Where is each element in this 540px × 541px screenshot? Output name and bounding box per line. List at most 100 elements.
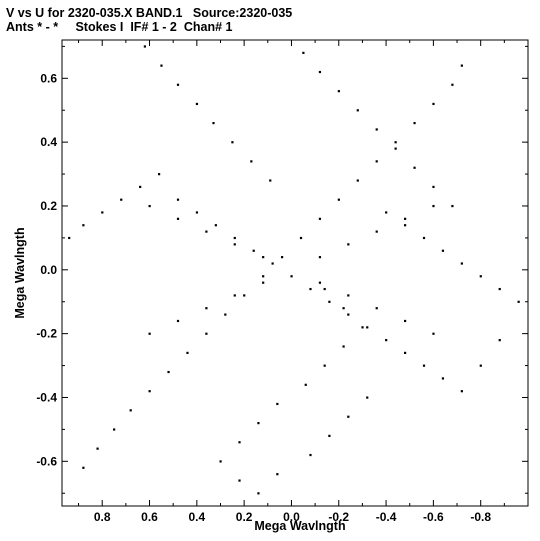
x-tick-label: 0.8 [94, 510, 111, 524]
uv-point [252, 249, 255, 252]
uv-point [375, 160, 378, 163]
uv-point [176, 83, 180, 86]
uv-point [195, 102, 199, 106]
uv-point [337, 90, 340, 93]
uv-point [318, 70, 322, 74]
uv-point [451, 83, 454, 86]
plot-title: V vs U for 2320-035.X BAND.1 Source:2320… [6, 6, 293, 20]
uv-point [167, 370, 170, 374]
uv-point [257, 492, 260, 495]
x-axis-title: Mega Wavlngth [254, 519, 345, 533]
uv-point [342, 345, 345, 348]
uv-point [441, 249, 445, 252]
uv-point [157, 173, 161, 176]
x-tick-label: 0.4 [188, 510, 205, 524]
uv-point [205, 332, 208, 335]
uv-point [366, 396, 369, 399]
uv-point [479, 364, 482, 367]
uv-point [113, 428, 116, 431]
uv-point [361, 326, 364, 329]
uv-point [233, 294, 236, 297]
uv-point [148, 332, 151, 335]
uv-point [304, 383, 307, 386]
y-axis-title: Mega Wavlngth [13, 227, 27, 318]
uv-point [176, 198, 180, 201]
uv-point [498, 339, 501, 342]
uv-point [356, 109, 359, 112]
uv-point [375, 307, 378, 310]
uv-point [129, 409, 132, 412]
x-tick-label: -0.6 [423, 510, 444, 524]
x-tick-label: -0.4 [376, 510, 397, 524]
uv-point [318, 281, 322, 284]
uv-point [498, 287, 501, 291]
uv-point [375, 230, 378, 233]
uv-point [309, 453, 312, 457]
uv-point [143, 45, 146, 48]
uv-point [262, 275, 265, 278]
uv-point [441, 377, 445, 380]
uv-point [394, 141, 397, 144]
uv-point [460, 64, 463, 67]
uv-point [394, 147, 397, 150]
y-tick-label: -0.6 [36, 454, 57, 468]
uv-point [318, 256, 322, 259]
uv-point [323, 364, 326, 367]
uv-point [280, 256, 284, 259]
uv-point [385, 339, 388, 342]
uv-point [139, 185, 142, 189]
uv-point [195, 211, 199, 214]
uv-point [233, 236, 236, 240]
axis-ticks: 0.8 0.6 0.4 0.2 0.0 -0.2 -0.4 -0.6 -0.8 0.6 0.4 0.2… [36, 40, 528, 524]
uv-point [214, 224, 217, 227]
y-tick-label: 0.2 [40, 199, 57, 213]
uv-point [460, 262, 463, 265]
y-tick-label: 0.4 [40, 135, 57, 149]
uv-point [276, 473, 279, 476]
uv-point [517, 300, 520, 303]
uv-point [403, 351, 407, 354]
uv-point [68, 236, 71, 240]
uv-point [290, 275, 293, 278]
data-points [68, 45, 520, 495]
uv-point [337, 198, 340, 201]
uv-point [342, 307, 345, 310]
uv-point [403, 217, 407, 220]
uv-point [120, 198, 123, 201]
uv-point [318, 217, 322, 220]
uv-point [403, 319, 407, 323]
x-tick-label: 0.0 [283, 510, 300, 524]
uv-point [432, 332, 435, 335]
uv-point [233, 243, 236, 246]
uv-point [160, 64, 163, 67]
uv-point [101, 211, 104, 214]
uv-point [231, 141, 234, 144]
uv-point [299, 236, 303, 240]
y-tick-label: -0.2 [36, 327, 57, 341]
uv-point [176, 217, 180, 220]
uv-point [250, 160, 253, 163]
uv-point [451, 204, 454, 208]
uv-point [82, 466, 85, 469]
uv-point [302, 51, 305, 54]
x-tick-label: 0.2 [236, 510, 253, 524]
uv-point [262, 256, 265, 259]
uv-point [96, 447, 99, 450]
uv-point [375, 128, 378, 131]
uv-point [385, 211, 388, 214]
plot-frame [61, 39, 529, 507]
uv-point [238, 441, 241, 444]
uv-point [269, 179, 272, 182]
uv-point [276, 402, 279, 406]
uv-point [479, 275, 482, 278]
uv-point [82, 224, 85, 227]
y-tick-label: 0.0 [40, 263, 57, 277]
uv-point [432, 102, 435, 106]
x-tick-label: -0.8 [470, 510, 491, 524]
uv-point [176, 319, 180, 323]
uv-point [422, 236, 426, 240]
uv-point [262, 281, 265, 284]
uv-point [205, 230, 208, 233]
uv-point [271, 262, 274, 265]
